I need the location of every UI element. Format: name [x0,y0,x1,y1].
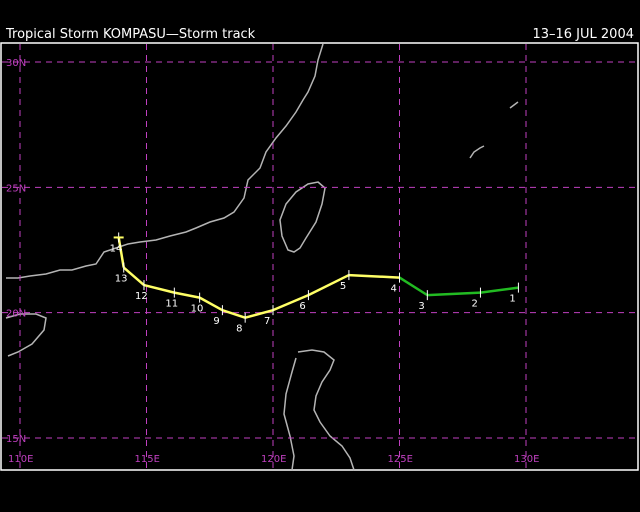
coastlines [5,43,519,471]
track-point-label-14: 14 [110,243,123,254]
track-point-label-5: 5 [340,281,346,292]
track-segment-5-6 [307,273,350,297]
track-point-label-11: 11 [165,299,178,310]
hainan-coast [5,313,47,357]
latitude-labels: 30N 25N 20N 15N [6,58,26,445]
map-frame [0,42,639,471]
storm-track [117,237,519,319]
lat-label-30: 30N [6,58,26,69]
lat-label-20: 20N [6,309,26,320]
ryukyu-islands [469,101,519,159]
lon-label-130: 130E [514,454,539,465]
longitude-labels: 110E 115E 120E 125E 130E [8,454,539,465]
lon-label-115: 115E [135,454,160,465]
title-bar: Tropical Storm KOMPASU—Storm track 13–16… [0,0,640,44]
track-point-label-8: 8 [236,324,242,335]
track-point-label-4: 4 [391,284,397,295]
track-segment-6-7 [272,293,309,312]
track-point-label-12: 12 [135,291,148,302]
lat-label-15: 15N [6,434,26,445]
track-segment-9-10 [199,296,224,312]
track-segment-8-9 [222,308,246,319]
lat-label-25: 25N [6,183,26,194]
map-dates: 13–16 JUL 2004 [532,27,634,42]
track-segment-4-5 [348,273,400,279]
lon-label-110: 110E [8,454,33,465]
track-segment-10-11 [174,291,200,299]
track-segment-11-12 [143,283,175,294]
track-segment-2-3 [427,291,481,297]
track-point-label-13: 13 [115,274,128,285]
track-point-label-10: 10 [191,304,204,315]
track-point-label-2: 2 [471,299,477,310]
taiwan-coast [279,181,326,253]
track-point-label-9: 9 [213,316,219,327]
track-segment-3-4 [398,276,428,297]
track-point-label-6: 6 [299,301,305,312]
map-title: Tropical Storm KOMPASU—Storm track [6,27,256,42]
track-segment-12-13 [122,266,145,287]
track-ticks [113,232,519,323]
track-segment-13-14 [117,237,125,268]
china-coast [6,43,324,279]
track-point-label-3: 3 [418,301,424,312]
luzon-coast [283,349,355,471]
lon-label-120: 120E [261,454,286,465]
track-point-label-7: 7 [264,316,270,327]
lon-label-125: 125E [388,454,413,465]
track-point-label-1: 1 [509,294,515,305]
track-segment-7-8 [244,308,274,319]
lat-lon-grid [2,44,637,469]
track-segment-1-2 [480,286,519,294]
